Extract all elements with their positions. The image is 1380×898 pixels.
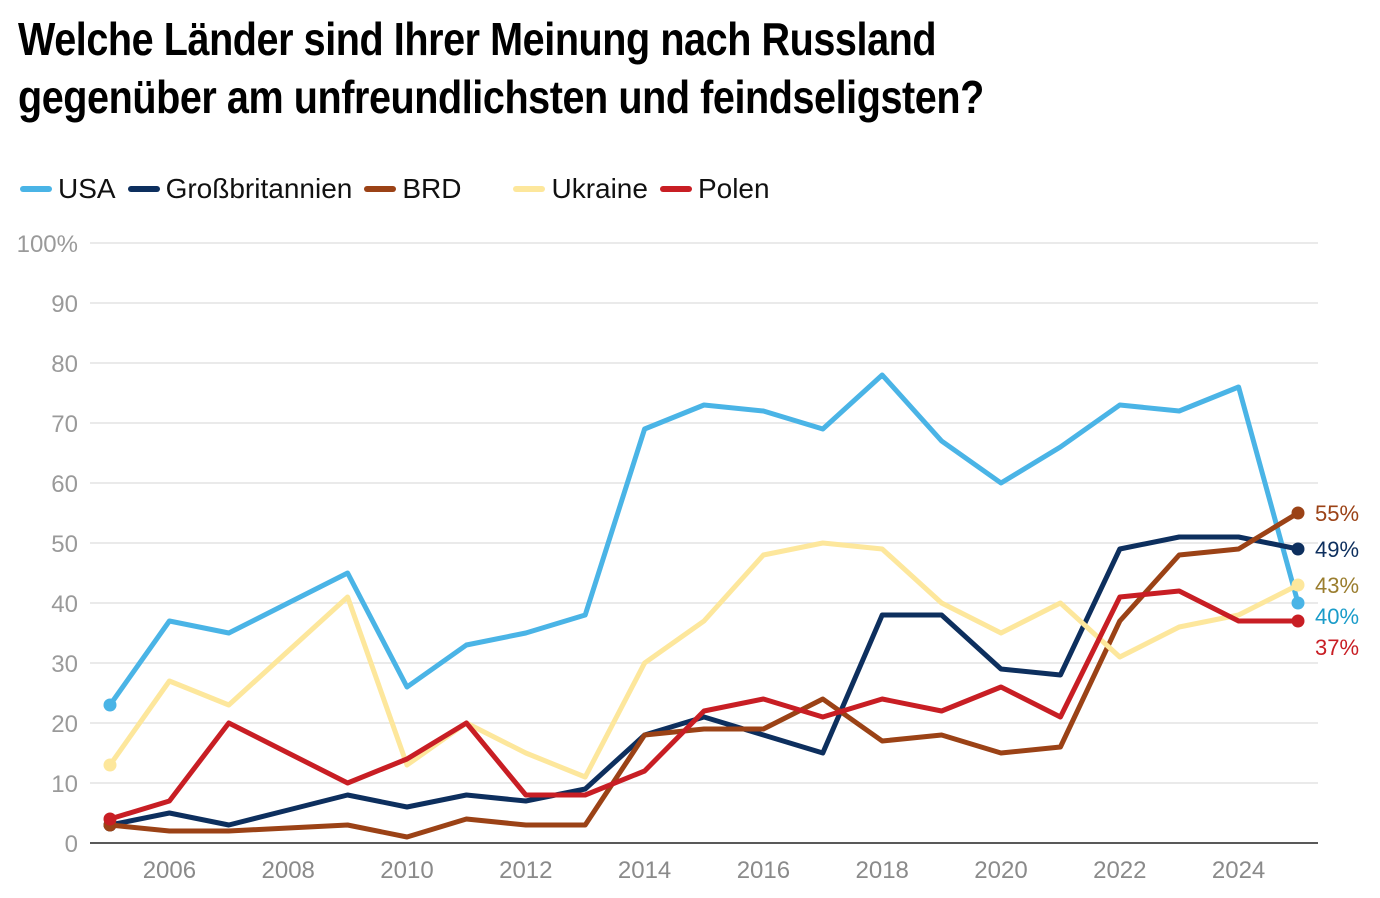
label-layer: 55% 49% 43% 40% 37% <box>1315 501 1359 660</box>
chart-title-line-2: gegenüber am unfreundlichsten und feinds… <box>18 71 984 123</box>
legend-item-ukraine: Ukraine <box>513 173 648 205</box>
end-label-brd: 55% <box>1315 501 1359 526</box>
series-point-ukraine-2025 <box>1291 578 1305 592</box>
legend-label-brd: BRD <box>402 173 462 204</box>
series-point-usa-2025 <box>1291 596 1305 610</box>
legend-item-grossbritannien: Großbritannien <box>127 173 353 205</box>
y-tick-label-90: 90 <box>51 291 78 318</box>
legend-swatch-grossbritannien <box>127 186 160 192</box>
legend-label-usa: USA <box>58 173 116 204</box>
x-tick-label-2006: 2006 <box>143 857 196 884</box>
x-tick-label-2020: 2020 <box>974 857 1027 884</box>
y-tick-label-40: 40 <box>51 591 78 618</box>
y-tick-label-80: 80 <box>51 351 78 378</box>
series-line-usa <box>107 372 1301 708</box>
y-tick-label-20: 20 <box>51 711 78 738</box>
y-tick-label-0: 0 <box>65 831 78 858</box>
y-tick-label-10: 10 <box>51 771 78 798</box>
series-line-polen <box>107 588 1301 822</box>
y-tick-label-30: 30 <box>51 651 78 678</box>
y-tick-label-100: 100% <box>17 231 78 258</box>
x-tick-label-2008: 2008 <box>262 857 315 884</box>
grid-layer <box>90 242 1318 784</box>
end-label-polen: 37% <box>1315 635 1359 660</box>
chart-title-line-1: Welche Länder sind Ihrer Meinung nach Ru… <box>18 13 937 65</box>
x-tick-label-2010: 2010 <box>380 857 433 884</box>
series-point-polen-2005 <box>103 812 117 826</box>
x-tick-label-2016: 2016 <box>737 857 790 884</box>
legend-label-grossbritannien: Großbritannien <box>165 173 353 204</box>
axis-layer: 0 10 20 30 40 50 60 70 80 90 100% 2006 2008 2010 2012 2… <box>17 231 1318 884</box>
series-line-grossbritannien <box>107 534 1301 828</box>
series-point-usa-2005 <box>103 698 117 712</box>
series-point-grossbritannien-2025 <box>1291 542 1305 556</box>
series-point-polen-2025 <box>1291 614 1305 628</box>
legend-label-ukraine: Ukraine <box>551 173 648 204</box>
series-layer <box>103 372 1305 840</box>
legend-swatch-ukraine <box>513 186 546 192</box>
y-tick-label-50: 50 <box>51 531 78 558</box>
legend-swatch-brd <box>364 186 397 192</box>
series-line-brd <box>107 510 1301 840</box>
end-label-grossbritannien: 49% <box>1315 537 1359 562</box>
chart-title: Welche Länder sind Ihrer Meinung nach Ru… <box>18 10 1136 126</box>
y-tick-label-60: 60 <box>51 471 78 498</box>
x-tick-label-2024: 2024 <box>1212 857 1265 884</box>
y-tick-label-70: 70 <box>51 411 78 438</box>
x-tick-label-2012: 2012 <box>499 857 552 884</box>
x-tick-label-2022: 2022 <box>1093 857 1146 884</box>
end-label-usa: 40% <box>1315 604 1359 629</box>
legend-item-brd: BRD <box>364 173 461 205</box>
legend-item-usa: USA <box>20 173 116 205</box>
legend-swatch-polen <box>659 186 692 192</box>
x-tick-label-2018: 2018 <box>856 857 909 884</box>
legend-item-polen: Polen <box>659 173 770 205</box>
series-line-ukraine <box>107 540 1301 780</box>
legend-label-polen: Polen <box>697 173 770 204</box>
series-point-ukraine-2005 <box>103 758 117 772</box>
chart-legend: USA Großbritannien BRD Ukraine Polen <box>20 170 782 208</box>
x-tick-label-2014: 2014 <box>618 857 671 884</box>
legend-swatch-usa <box>20 186 52 192</box>
series-point-brd-2025 <box>1291 506 1305 520</box>
end-label-ukraine: 43% <box>1315 573 1359 598</box>
